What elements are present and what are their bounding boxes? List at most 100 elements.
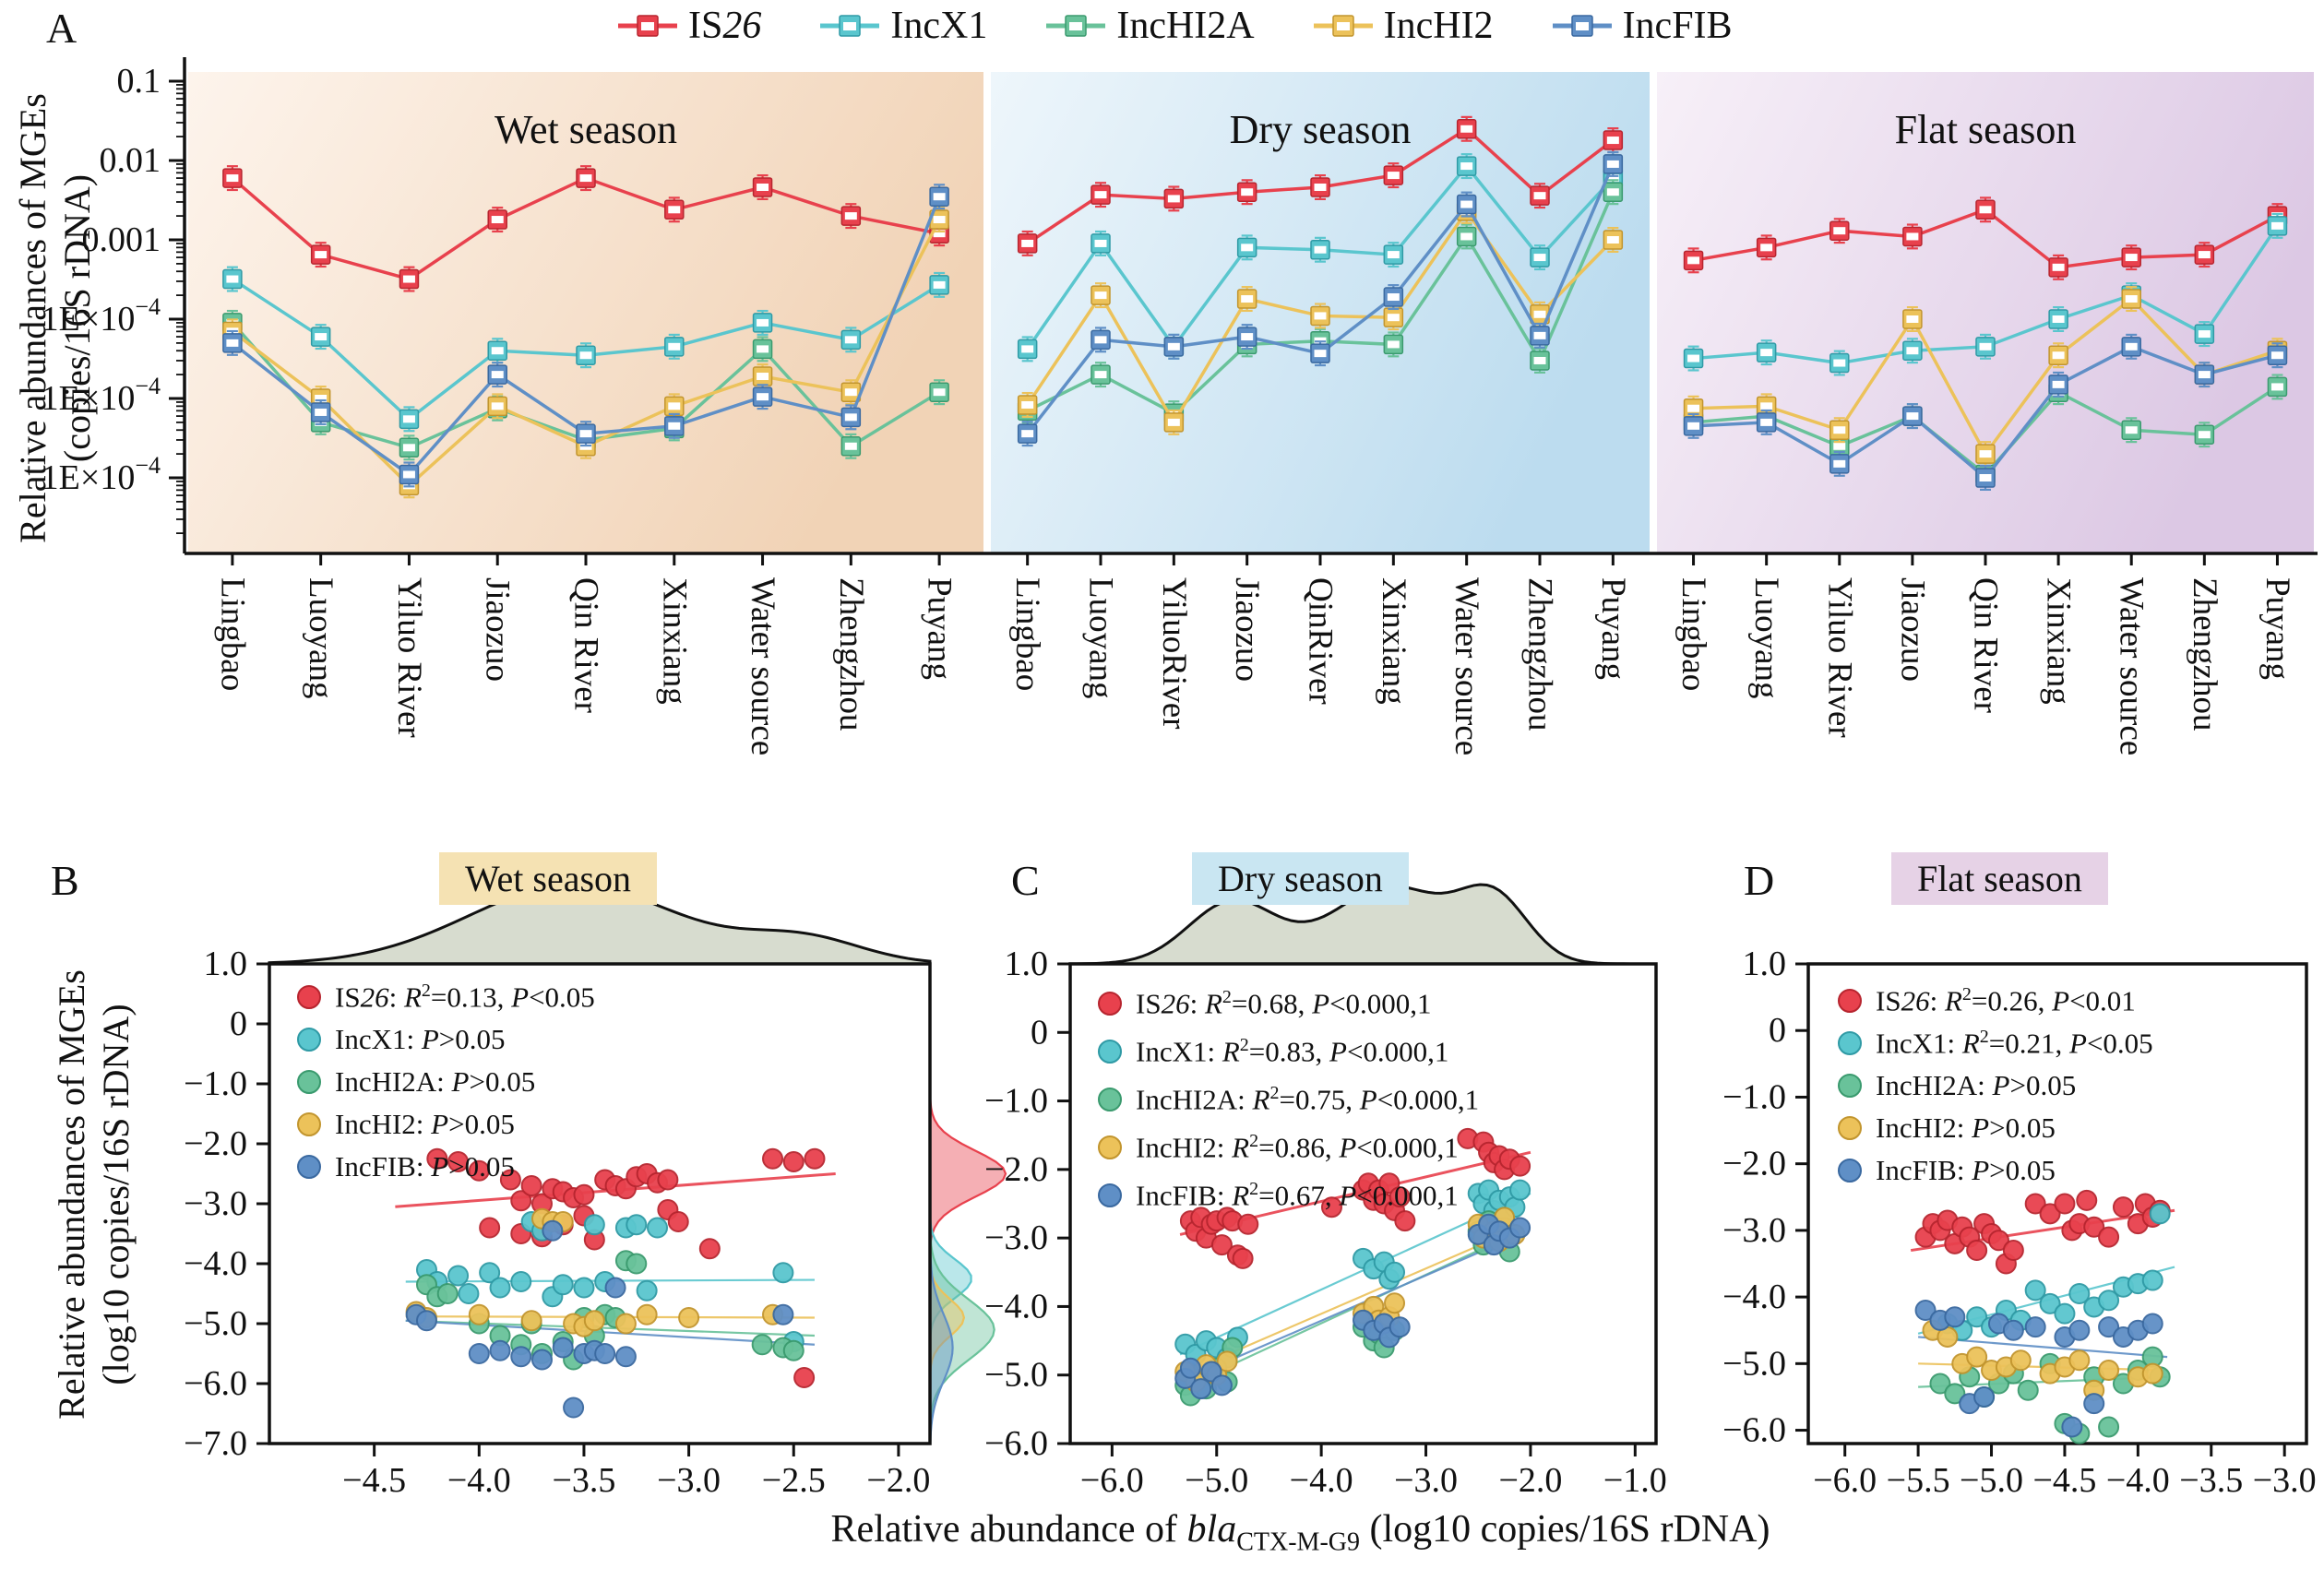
panel-b-y-axis-title-line2: (log10 copies/16S rDNA) [95, 1004, 137, 1385]
legend-marker-IS26 [618, 15, 677, 37]
legend-dot-IncFIB [297, 1155, 321, 1179]
legend-item-IncHI2: IncHI2: R2=0.86, P<0.000,1 [1098, 1123, 1479, 1171]
legend-dot-IS26 [297, 985, 321, 1009]
xtick-label: −5.0 [1185, 1461, 1248, 1500]
legend-item-IncFIB: IncFIB: P>0.05 [1838, 1149, 2153, 1192]
panel-label-b: B [51, 857, 79, 904]
legend-stat: IncFIB: P>0.05 [335, 1150, 515, 1183]
legend-label: IncHI2 [1383, 5, 1494, 47]
legend-dot-IncHI2 [1838, 1116, 1862, 1140]
ytick-label: −4.0 [1722, 1278, 1786, 1316]
legend-marker-IncFIB [1552, 15, 1612, 37]
legend-dot-IS26 [1838, 989, 1862, 1013]
legend-item-IS26: IS26: R2=0.68, P<0.000,1 [1098, 980, 1479, 1028]
xtick-label: −5.5 [1887, 1461, 1950, 1500]
legend-stat: IncX1: P>0.05 [335, 1023, 506, 1055]
site-label: Puyang [1594, 577, 1632, 680]
legend-item-IncX1: IncX1: R2=0.83, P<0.000,1 [1098, 1028, 1479, 1076]
ytick-label: −2.0 [184, 1124, 247, 1163]
season-band-0 [188, 72, 983, 553]
xtick-label: −3.5 [2179, 1461, 2243, 1500]
xtick-label: −4.5 [2032, 1461, 2096, 1500]
site-label: YiluoRiver [1155, 577, 1193, 729]
gene-name: bla [1186, 1508, 1237, 1551]
panel-a: Wet season Dry season Flat season 0.1 0.01 0.… [42, 57, 2318, 755]
legend-stat: IS26: R2=0.13, P<0.05 [335, 980, 595, 1014]
xtick-label: −4.0 [447, 1461, 511, 1500]
xtick-label: −5.0 [1960, 1461, 2023, 1500]
legend-item-IncHI2: IncHI2 [1312, 4, 1494, 48]
legend-stat: IncFIB: R2=0.67, P<0.000,1 [1136, 1178, 1459, 1212]
legend-label: IS26 [688, 5, 762, 47]
site-label: Water source [744, 577, 781, 755]
legend-stat: IncX1: R2=0.83, P<0.000,1 [1136, 1034, 1449, 1068]
legend-stat: IncFIB: P>0.05 [1876, 1154, 2056, 1186]
shared-x-axis-title: Relative abundance of blaCTX-M-G9 (log10… [277, 1507, 2324, 1557]
ytick-label: −1.0 [184, 1064, 247, 1103]
legend-stat: IncX1: R2=0.21, P<0.05 [1876, 1026, 2153, 1060]
xtick-label: −3.0 [2253, 1461, 2317, 1500]
ytick-label: −5.0 [984, 1356, 1048, 1395]
panel-c-legend: IS26: R2=0.68, P<0.000,1 IncX1: R2=0.83, … [1098, 980, 1479, 1219]
ytick-label: 1.0 [204, 945, 248, 983]
panel-b-y-axis-title: Relative abundances of MGEs (log10 copie… [50, 890, 138, 1499]
ytick-label: −4.0 [984, 1287, 1048, 1325]
site-label: Puyang [921, 577, 959, 680]
legend-item-IncHI2A: IncHI2A [1044, 4, 1255, 48]
site-label: Zhengzhou [1521, 577, 1559, 731]
legend-item-IS26: IS26: R2=0.13, P<0.05 [297, 976, 595, 1018]
site-label: Zhengzhou [2186, 577, 2223, 731]
x-axis-title-pre: Relative abundance of [830, 1508, 1187, 1551]
panel-d-legend: IS26: R2=0.26, P<0.01 IncX1: R2=0.21, P<0… [1838, 980, 2153, 1192]
panel-a-series-IncFIB-season-2 [1683, 333, 2288, 492]
panel-a-ytick: 0.001 [82, 220, 161, 259]
panel-b-y-axis-title-line1: Relative abundances of MGEs [51, 969, 92, 1420]
legend-stat: IncHI2A: R2=0.75, P<0.000,1 [1136, 1082, 1480, 1116]
ytick-label: 1.0 [1743, 945, 1787, 983]
ytick-label: −4.0 [184, 1244, 247, 1283]
ytick-label: −3.0 [184, 1184, 247, 1223]
legend-dot-IncHI2A [297, 1070, 321, 1094]
points-IS26 [1914, 1189, 2171, 1275]
panel-a-ytick: 1E×10−4 [42, 373, 161, 419]
panel-a-series-IS26-season-2 [1683, 196, 2288, 280]
panel-a-ytick: 0.1 [117, 62, 161, 101]
site-label: Yiluo River [390, 577, 428, 738]
legend-item-IS26: IS26: R2=0.26, P<0.01 [1838, 980, 2153, 1022]
panel-a-ytick: 1E×10−4 [42, 452, 161, 498]
legend-dot-IncX1 [1838, 1031, 1862, 1055]
legend-item-IS26: IS26 [616, 4, 761, 48]
panel-a-series-IS26-season-1 [1017, 115, 1624, 256]
legend-stat: IncHI2: P>0.05 [1876, 1111, 2056, 1144]
site-label: QinRiver [1302, 577, 1340, 705]
xtick-label: −2.0 [866, 1461, 930, 1500]
legend-dot-IncX1 [297, 1028, 321, 1052]
season-chip-dry: Dry season [1192, 852, 1409, 905]
legend-dot-IncHI2A [1838, 1074, 1862, 1098]
season-chip-flat: Flat season [1891, 852, 2108, 905]
plot-box [1806, 962, 2308, 1445]
site-label: Luoyang [302, 577, 340, 699]
panel-a-series-IncFIB-season-0 [222, 184, 949, 488]
site-label: Puyang [2258, 577, 2296, 680]
site-label: Xinxiang [1375, 577, 1412, 705]
panel-b-legend: IS26: R2=0.13, P<0.05 IncX1: P>0.05 IncHI2… [297, 976, 595, 1188]
site-label: Qin River [567, 577, 605, 713]
legend-item-IncFIB: IncFIB [1551, 4, 1733, 48]
season-chip-wet: Wet season [439, 852, 658, 905]
legend-dot-IncFIB [1838, 1159, 1862, 1183]
panel-a-ytick: 0.01 [100, 141, 161, 180]
legend-marker-IncX1 [820, 15, 880, 37]
legend-item-IncFIB: IncFIB: R2=0.67, P<0.000,1 [1098, 1171, 1479, 1219]
legend-marker-IncHI2 [1313, 15, 1373, 37]
legend-item-IncHI2: IncHI2: P>0.05 [297, 1103, 595, 1146]
season-title-0: Wet season [495, 107, 677, 152]
legend-item-IncFIB: IncFIB: P>0.05 [297, 1146, 595, 1188]
site-label: Lingbao [1674, 577, 1712, 691]
legend-dot-IncX1 [1098, 1040, 1122, 1064]
points-IncFIB [1914, 1300, 2163, 1438]
legend-stat: IncHI2: P>0.05 [335, 1108, 515, 1140]
legend-dot-IS26 [1098, 992, 1122, 1016]
legend-dot-IncFIB [1098, 1183, 1122, 1207]
